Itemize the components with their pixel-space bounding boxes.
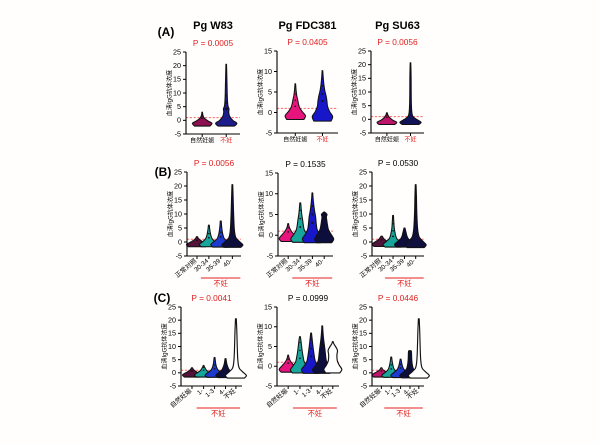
svg-text:5: 5: [269, 210, 273, 219]
svg-text:1-: 1-: [292, 388, 301, 397]
svg-text:血清IgG抗体浓度: 血清IgG抗体浓度: [352, 323, 360, 369]
svg-text:15: 15: [358, 74, 366, 83]
svg-text:0: 0: [178, 237, 182, 246]
svg-text:10: 10: [168, 342, 176, 351]
svg-text:10: 10: [358, 87, 366, 96]
svg-text:-5: -5: [267, 251, 273, 260]
svg-text:0: 0: [177, 116, 181, 125]
svg-text:10: 10: [264, 322, 272, 331]
svg-text:不妊: 不妊: [397, 279, 412, 288]
svg-text:5: 5: [268, 87, 272, 96]
svg-text:血清IgG抗体浓度: 血清IgG抗体浓度: [257, 323, 265, 369]
svg-text:25: 25: [173, 47, 181, 56]
svg-text:血清IgG抗体浓度: 血清IgG抗体浓度: [258, 191, 266, 237]
svg-text:25: 25: [359, 302, 367, 311]
svg-text:10: 10: [264, 67, 272, 76]
svg-text:40-: 40-: [405, 258, 417, 269]
svg-text:不妊: 不妊: [305, 279, 320, 288]
svg-text:25: 25: [358, 46, 366, 55]
svg-text:不妊: 不妊: [220, 137, 232, 145]
svg-text:-5: -5: [175, 129, 181, 138]
svg-text:15: 15: [173, 75, 181, 84]
svg-text:-5: -5: [266, 381, 272, 390]
svg-text:血清IgG抗体浓度: 血清IgG抗体浓度: [161, 323, 169, 369]
svg-text:20: 20: [359, 315, 367, 324]
svg-text:不妊: 不妊: [213, 279, 228, 288]
svg-text:20: 20: [174, 181, 182, 190]
svg-text:不妊: 不妊: [211, 409, 226, 418]
svg-text:-5: -5: [360, 128, 366, 137]
svg-text:20: 20: [168, 315, 176, 324]
svg-text:血清IgG抗体浓度: 血清IgG抗体浓度: [351, 69, 359, 115]
svg-text:自然妊娠: 自然妊娠: [375, 136, 399, 144]
svg-text:25: 25: [174, 167, 182, 176]
svg-text:15: 15: [265, 168, 273, 177]
svg-text:5: 5: [177, 102, 181, 111]
svg-text:-5: -5: [266, 128, 272, 137]
svg-text:20: 20: [359, 181, 367, 190]
svg-text:0: 0: [269, 231, 273, 240]
svg-text:10: 10: [173, 88, 181, 97]
svg-text:自然妊娠: 自然妊娠: [283, 136, 307, 144]
svg-text:不妊: 不妊: [316, 136, 328, 144]
svg-text:5: 5: [363, 355, 367, 364]
svg-text:40-: 40-: [222, 258, 234, 269]
svg-text:5: 5: [362, 101, 366, 110]
svg-text:不妊: 不妊: [308, 409, 323, 418]
svg-text:1-3: 1-3: [204, 387, 216, 399]
svg-text:血清IgG抗体浓度: 血清IgG抗体浓度: [167, 191, 175, 237]
svg-text:10: 10: [265, 189, 273, 198]
svg-text:25: 25: [359, 167, 367, 176]
svg-text:自然妊娠: 自然妊娠: [190, 137, 214, 145]
svg-text:10: 10: [359, 342, 367, 351]
svg-text:血清IgG抗体浓度: 血清IgG抗体浓度: [257, 69, 265, 115]
svg-text:35-39: 35-39: [205, 257, 222, 273]
svg-text:20: 20: [173, 61, 181, 70]
svg-text:血清IgG抗体浓度: 血清IgG抗体浓度: [166, 70, 174, 116]
svg-text:-5: -5: [176, 251, 182, 260]
svg-text:40-: 40-: [314, 258, 326, 269]
svg-text:-5: -5: [361, 381, 367, 390]
svg-text:15: 15: [359, 195, 367, 204]
svg-text:20: 20: [358, 60, 366, 69]
svg-text:1-3: 1-3: [301, 387, 313, 399]
svg-text:1-: 1-: [196, 388, 205, 397]
svg-text:10: 10: [174, 209, 182, 218]
svg-text:5: 5: [268, 342, 272, 351]
svg-text:0: 0: [363, 237, 367, 246]
svg-text:15: 15: [168, 329, 176, 338]
svg-text:15: 15: [174, 195, 182, 204]
svg-text:0: 0: [268, 362, 272, 371]
svg-text:15: 15: [264, 302, 272, 311]
svg-text:不妊: 不妊: [396, 409, 411, 418]
svg-text:-5: -5: [170, 381, 176, 390]
svg-text:10: 10: [359, 209, 367, 218]
svg-text:0: 0: [362, 115, 366, 124]
svg-text:血清IgG抗体浓度: 血清IgG抗体浓度: [352, 191, 360, 237]
svg-text:35-39: 35-39: [297, 257, 314, 273]
svg-text:5: 5: [178, 223, 182, 232]
svg-text:15: 15: [359, 329, 367, 338]
svg-text:15: 15: [264, 46, 272, 55]
svg-text:5: 5: [172, 355, 176, 364]
svg-text:0: 0: [363, 368, 367, 377]
svg-text:0: 0: [172, 368, 176, 377]
svg-text:-5: -5: [361, 251, 367, 260]
svg-text:不妊: 不妊: [404, 136, 416, 144]
svg-text:0: 0: [268, 108, 272, 117]
svg-text:5: 5: [363, 223, 367, 232]
svg-text:1-3: 1-3: [390, 387, 402, 399]
